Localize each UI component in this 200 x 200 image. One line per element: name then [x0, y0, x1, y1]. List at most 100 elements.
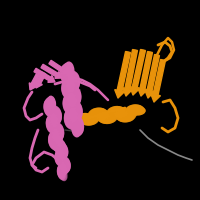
- Ellipse shape: [56, 126, 64, 140]
- Ellipse shape: [103, 114, 117, 122]
- Polygon shape: [125, 50, 137, 89]
- Ellipse shape: [93, 109, 107, 117]
- Ellipse shape: [62, 161, 68, 173]
- Ellipse shape: [71, 115, 80, 131]
- Ellipse shape: [62, 64, 71, 80]
- Ellipse shape: [58, 142, 66, 156]
- Ellipse shape: [98, 115, 112, 122]
- Ellipse shape: [56, 154, 63, 166]
- Ellipse shape: [96, 112, 110, 120]
- Ellipse shape: [55, 141, 62, 153]
- Ellipse shape: [51, 112, 59, 125]
- Ellipse shape: [58, 166, 64, 177]
- Ellipse shape: [57, 143, 65, 157]
- Ellipse shape: [56, 135, 62, 147]
- Ellipse shape: [63, 158, 70, 169]
- Ellipse shape: [117, 113, 131, 121]
- Ellipse shape: [68, 99, 77, 115]
- Ellipse shape: [57, 150, 64, 162]
- Ellipse shape: [72, 87, 80, 103]
- Polygon shape: [140, 51, 152, 89]
- Ellipse shape: [61, 156, 68, 168]
- Ellipse shape: [64, 97, 72, 113]
- Ellipse shape: [55, 138, 63, 152]
- Ellipse shape: [53, 138, 61, 151]
- Ellipse shape: [65, 110, 74, 126]
- Polygon shape: [48, 75, 55, 82]
- Ellipse shape: [47, 115, 55, 129]
- Polygon shape: [115, 90, 124, 98]
- Ellipse shape: [49, 133, 57, 147]
- Ellipse shape: [44, 102, 52, 116]
- Ellipse shape: [65, 98, 74, 114]
- Ellipse shape: [126, 105, 140, 113]
- Ellipse shape: [51, 131, 59, 144]
- Ellipse shape: [102, 115, 116, 123]
- Ellipse shape: [109, 107, 123, 114]
- Ellipse shape: [47, 104, 55, 118]
- Ellipse shape: [68, 114, 76, 130]
- Ellipse shape: [63, 96, 72, 112]
- Ellipse shape: [50, 136, 58, 150]
- Ellipse shape: [81, 117, 95, 125]
- Ellipse shape: [49, 105, 57, 118]
- Ellipse shape: [55, 127, 63, 141]
- Ellipse shape: [125, 106, 139, 114]
- Ellipse shape: [101, 116, 115, 123]
- Ellipse shape: [53, 138, 60, 150]
- Ellipse shape: [58, 142, 65, 154]
- Ellipse shape: [63, 160, 69, 172]
- Ellipse shape: [72, 89, 81, 105]
- Ellipse shape: [65, 112, 74, 128]
- Ellipse shape: [73, 116, 82, 132]
- Ellipse shape: [86, 114, 100, 122]
- Polygon shape: [132, 49, 145, 88]
- Ellipse shape: [65, 78, 73, 94]
- Polygon shape: [123, 88, 132, 96]
- Polygon shape: [117, 51, 130, 91]
- Polygon shape: [41, 64, 58, 77]
- Ellipse shape: [48, 119, 56, 133]
- Ellipse shape: [54, 136, 61, 148]
- Ellipse shape: [108, 107, 122, 115]
- Ellipse shape: [58, 155, 65, 167]
- Ellipse shape: [66, 70, 74, 86]
- Ellipse shape: [62, 82, 71, 98]
- Ellipse shape: [63, 63, 72, 79]
- Ellipse shape: [46, 98, 54, 111]
- Ellipse shape: [49, 135, 57, 149]
- Ellipse shape: [45, 99, 53, 113]
- Ellipse shape: [60, 169, 67, 181]
- Ellipse shape: [60, 162, 67, 174]
- Ellipse shape: [68, 92, 76, 108]
- Ellipse shape: [50, 113, 58, 127]
- Ellipse shape: [53, 108, 61, 122]
- Ellipse shape: [47, 118, 55, 132]
- Ellipse shape: [61, 145, 68, 157]
- Ellipse shape: [53, 109, 61, 123]
- Ellipse shape: [121, 113, 135, 120]
- Ellipse shape: [62, 80, 71, 96]
- Ellipse shape: [54, 140, 61, 152]
- Ellipse shape: [50, 132, 57, 146]
- Ellipse shape: [58, 149, 65, 160]
- Ellipse shape: [53, 139, 59, 151]
- Ellipse shape: [69, 75, 78, 91]
- Ellipse shape: [58, 167, 65, 179]
- Ellipse shape: [63, 95, 72, 111]
- Ellipse shape: [46, 103, 53, 117]
- Ellipse shape: [119, 114, 133, 122]
- Ellipse shape: [66, 77, 75, 93]
- Ellipse shape: [67, 85, 76, 101]
- Ellipse shape: [104, 113, 118, 121]
- Ellipse shape: [63, 83, 72, 99]
- Polygon shape: [31, 74, 40, 86]
- Polygon shape: [29, 83, 36, 90]
- Ellipse shape: [72, 101, 81, 117]
- Ellipse shape: [53, 137, 60, 149]
- Ellipse shape: [62, 157, 69, 169]
- Ellipse shape: [48, 114, 56, 128]
- Ellipse shape: [46, 116, 54, 130]
- Ellipse shape: [65, 62, 74, 78]
- Ellipse shape: [63, 159, 70, 171]
